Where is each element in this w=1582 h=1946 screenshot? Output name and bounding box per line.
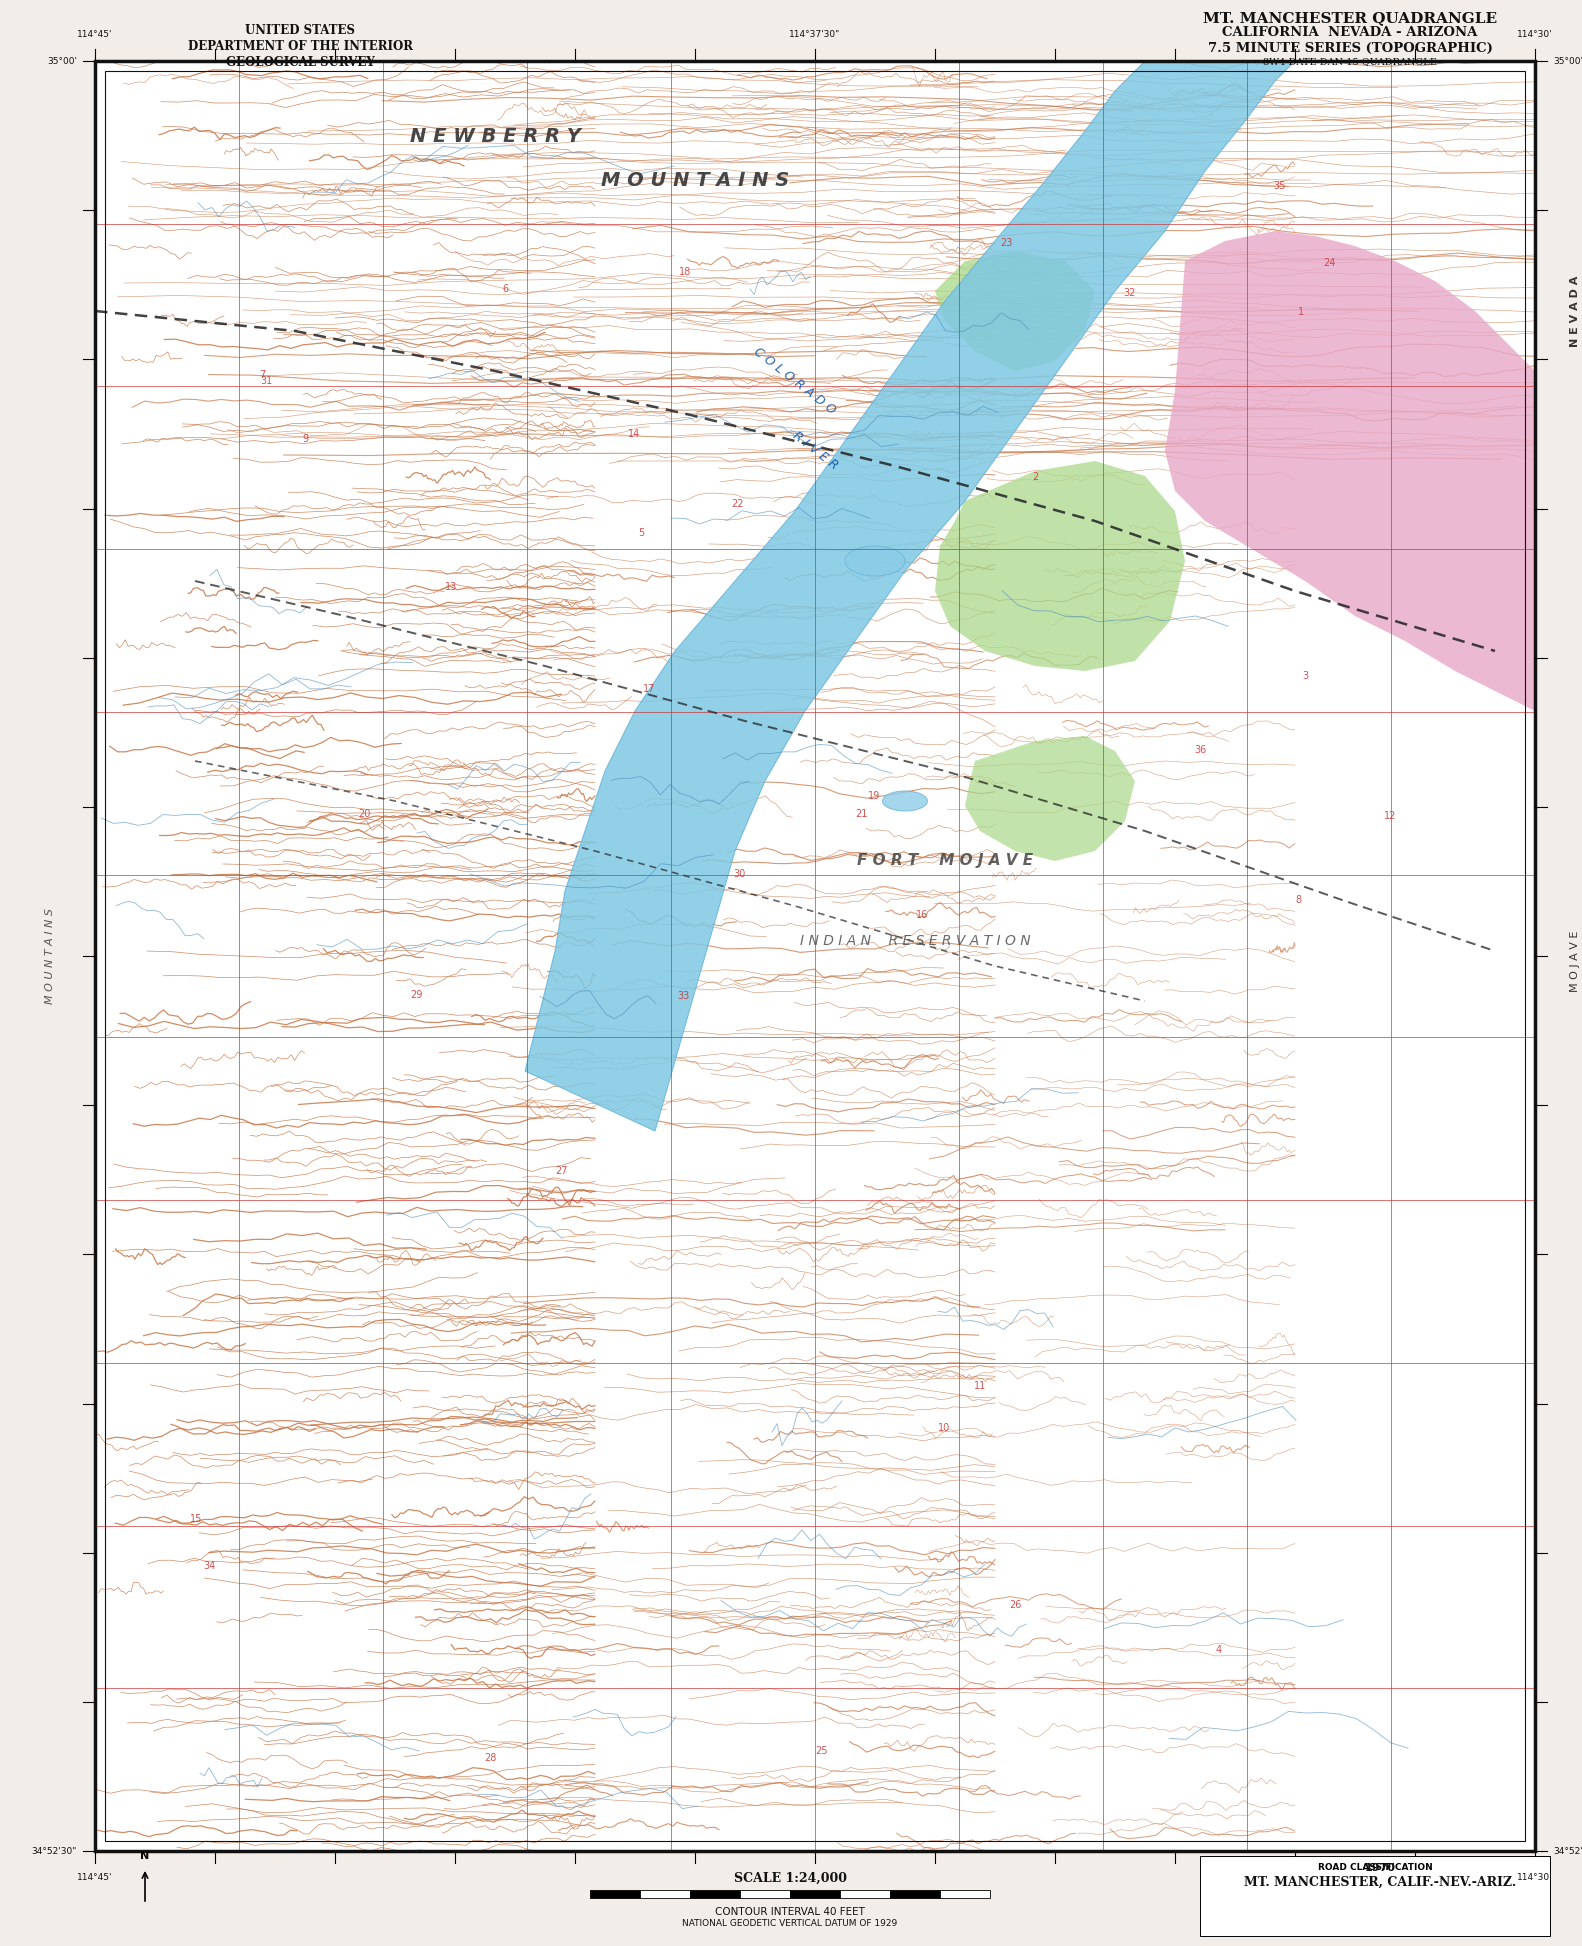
Text: 8W4 DATE DAN 15 QUADRANGLE: 8W4 DATE DAN 15 QUADRANGLE [1262, 58, 1436, 66]
Text: 27: 27 [555, 1166, 568, 1175]
Bar [940, 1890, 990, 1897]
Text: 1: 1 [1297, 307, 1304, 317]
Bar [104, 70, 1525, 1841]
Text: 114°37'30": 114°37'30" [789, 29, 840, 39]
Text: M O U N T A I N S: M O U N T A I N S [601, 171, 789, 191]
Text: MT. MANCHESTER, CALIF.-NEV.-ARIZ.: MT. MANCHESTER, CALIF.-NEV.-ARIZ. [1243, 1876, 1516, 1888]
Text: 11: 11 [975, 1382, 986, 1391]
Bar [641, 1890, 690, 1897]
Text: 34°52'30": 34°52'30" [1554, 1847, 1582, 1855]
Text: 17: 17 [642, 683, 655, 695]
Polygon shape [525, 60, 1296, 1131]
Text: N E V A D A: N E V A D A [1569, 274, 1580, 346]
Text: 9: 9 [302, 434, 308, 444]
Text: 13: 13 [445, 582, 457, 592]
Text: 20: 20 [358, 810, 370, 819]
Text: 28: 28 [484, 1753, 497, 1763]
Text: M O U N T A I N S: M O U N T A I N S [44, 909, 55, 1004]
Text: 10: 10 [938, 1423, 951, 1432]
Text: 114°30': 114°30' [1517, 1872, 1554, 1882]
Text: 35°00': 35°00' [47, 56, 78, 66]
Text: DEPARTMENT OF THE INTERIOR: DEPARTMENT OF THE INTERIOR [188, 39, 413, 53]
Text: CALIFORNIA  NEVADA - ARIZONA: CALIFORNIA NEVADA - ARIZONA [1223, 27, 1478, 39]
Ellipse shape [845, 547, 905, 576]
Text: 24: 24 [1323, 259, 1335, 269]
Bar [0, 1851, 1582, 1946]
Bar [1201, 1856, 1550, 1936]
Bar [1535, 0, 1582, 1946]
Text: I N D I A N    R E S E R V A T I O N: I N D I A N R E S E R V A T I O N [799, 934, 1030, 948]
Text: 34: 34 [202, 1561, 215, 1570]
Text: 114°45': 114°45' [78, 29, 112, 39]
Text: CONTOUR INTERVAL 40 FEET: CONTOUR INTERVAL 40 FEET [715, 1907, 865, 1917]
Bar [840, 1890, 891, 1897]
Text: 18: 18 [679, 267, 691, 276]
Text: 35: 35 [1274, 181, 1285, 191]
Text: 114°30': 114°30' [1517, 29, 1554, 39]
Text: 29: 29 [410, 991, 422, 1000]
Text: 32: 32 [1123, 288, 1136, 298]
Ellipse shape [883, 790, 927, 811]
Text: 1970: 1970 [1365, 1862, 1395, 1872]
Text: 2: 2 [1031, 473, 1038, 483]
Text: 30: 30 [732, 870, 745, 880]
Text: 15: 15 [190, 1514, 202, 1524]
Polygon shape [935, 461, 1185, 671]
Text: 6: 6 [501, 284, 508, 294]
Text: 4: 4 [1217, 1644, 1221, 1654]
Text: 33: 33 [677, 991, 690, 1000]
Text: 16: 16 [916, 911, 929, 920]
Text: 14: 14 [628, 428, 641, 440]
Text: F O R T    M O J A V E: F O R T M O J A V E [857, 854, 1033, 868]
Bar [690, 1890, 740, 1897]
Bar [891, 1890, 940, 1897]
Text: N: N [141, 1851, 150, 1860]
Text: 3: 3 [1302, 671, 1308, 681]
Text: 25: 25 [815, 1746, 827, 1755]
Text: MT. MANCHESTER QUADRANGLE: MT. MANCHESTER QUADRANGLE [1202, 12, 1497, 25]
Text: 22: 22 [731, 498, 744, 510]
Text: ROAD CLASSIFICATION: ROAD CLASSIFICATION [1318, 1864, 1432, 1872]
Text: 31: 31 [259, 376, 272, 385]
Text: 35°00': 35°00' [1554, 56, 1582, 66]
Text: 19: 19 [869, 790, 880, 802]
Text: 114°45': 114°45' [78, 1872, 112, 1882]
Bar [590, 1890, 641, 1897]
Polygon shape [935, 251, 1095, 372]
Bar [789, 1890, 840, 1897]
Text: GEOLOGICAL SURVEY: GEOLOGICAL SURVEY [226, 56, 375, 68]
Text: 5: 5 [638, 527, 644, 537]
Text: N E W B E R R Y: N E W B E R R Y [410, 126, 581, 146]
Text: 8: 8 [1296, 895, 1300, 905]
Text: M O J A V E: M O J A V E [1569, 930, 1580, 992]
Text: R I V E R: R I V E R [789, 430, 840, 473]
Text: 23: 23 [1000, 237, 1012, 247]
Text: NATIONAL GEODETIC VERTICAL DATUM OF 1929: NATIONAL GEODETIC VERTICAL DATUM OF 1929 [682, 1919, 897, 1928]
Text: 7.5 MINUTE SERIES (TOPOGRAPHIC): 7.5 MINUTE SERIES (TOPOGRAPHIC) [1207, 41, 1492, 54]
Text: 34°52'30": 34°52'30" [32, 1847, 78, 1855]
Polygon shape [965, 736, 1134, 860]
Text: SCALE 1:24,000: SCALE 1:24,000 [734, 1872, 846, 1884]
Bar [0, 0, 95, 1946]
Polygon shape [1164, 232, 1535, 710]
Text: 21: 21 [854, 810, 867, 819]
Text: 36: 36 [1194, 745, 1205, 755]
Text: C O L O R A D O: C O L O R A D O [751, 344, 838, 416]
Text: 26: 26 [1009, 1600, 1022, 1609]
Bar [740, 1890, 789, 1897]
Bar [0, 0, 1582, 60]
Text: UNITED STATES: UNITED STATES [245, 23, 354, 37]
Text: 12: 12 [1384, 811, 1397, 821]
Text: 7: 7 [259, 370, 266, 379]
